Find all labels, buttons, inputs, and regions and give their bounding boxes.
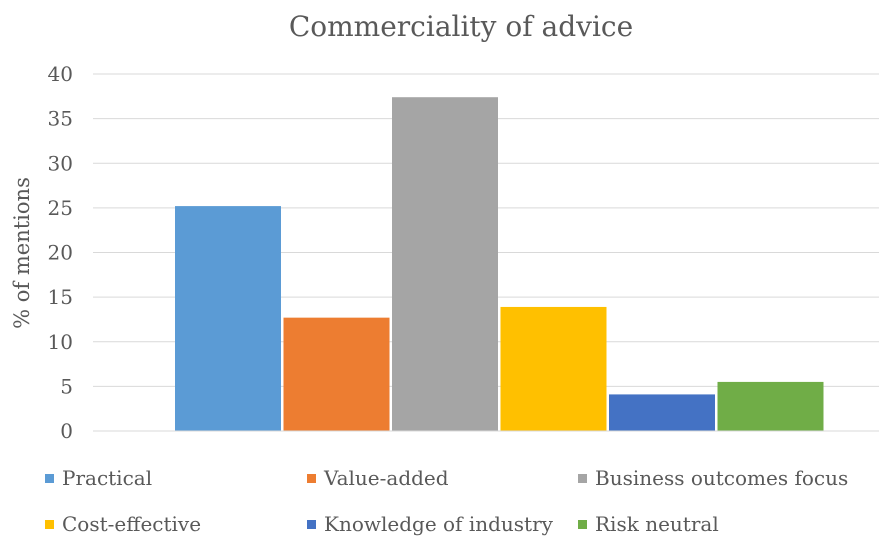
legend: Practical Value-added Business outcomes fo… [45,466,885,538]
y-tick-label: 40 [48,62,73,86]
bar-business-outcomes-focus [392,97,498,431]
y-tick-label: 30 [48,151,73,175]
bar-risk-neutral [717,381,824,431]
legend-label: Value-added [324,466,449,490]
legend-label: Risk neutral [595,512,719,536]
legend-label: Knowledge of industry [324,512,553,536]
bar-knowledge-of-industry [609,394,715,431]
y-tick-label: 25 [48,196,73,220]
legend-swatch [578,519,587,529]
y-tick-label: 10 [48,330,73,354]
y-axis-label: % of mentions [10,177,34,329]
legend-item: Practical [45,466,152,490]
legend-swatch [45,519,54,529]
legend-label: Practical [62,466,153,490]
bar-cost-effective [500,306,607,431]
legend-item: Value-added [307,466,449,490]
bar-practical [175,206,281,431]
legend-item: Business outcomes focus [578,466,848,490]
bars [175,97,824,431]
y-tick-label: 15 [48,285,73,309]
y-tick-label: 5 [60,374,73,398]
legend-swatch [307,519,316,529]
legend-item: Cost-effective [45,512,201,536]
y-tick-label: 20 [48,241,73,265]
y-tick-label: 35 [48,107,73,131]
legend-item: Knowledge of industry [307,512,553,536]
legend-label: Business outcomes focus [595,466,849,490]
y-tick-label: 0 [60,419,73,443]
legend-item: Risk neutral [578,512,719,536]
y-axis-ticks: 0 5 10 15 20 25 30 35 40 [48,62,73,443]
legend-swatch [307,473,316,483]
legend-label: Cost-effective [62,512,202,536]
legend-swatch [578,473,587,483]
bar-value-added [283,317,390,431]
legend-swatch [45,473,54,483]
chart-title: Commerciality of advice [289,10,633,43]
